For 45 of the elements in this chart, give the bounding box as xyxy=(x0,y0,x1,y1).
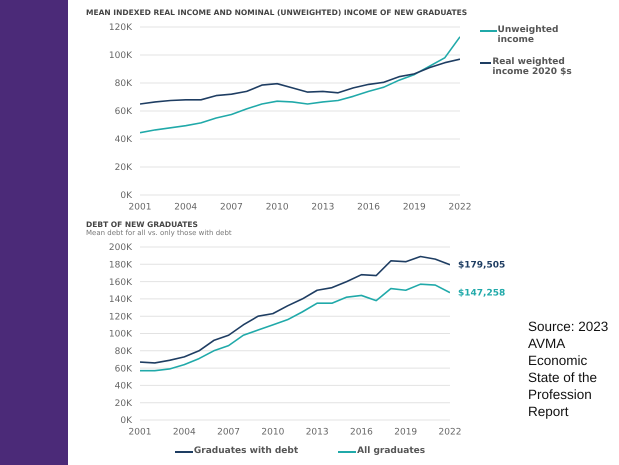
y-tick-label: 80K xyxy=(114,79,134,90)
y-tick-label: 80K xyxy=(114,346,134,357)
data-label: $147,258 xyxy=(458,288,506,299)
x-tick-label: 2013 xyxy=(311,202,334,212)
x-tick-label: 2019 xyxy=(402,202,426,212)
x-tick-label: 2004 xyxy=(174,202,198,212)
y-tick-label: 120K xyxy=(108,312,134,322)
legend-label: All graduates xyxy=(357,446,426,456)
y-tick-label: 60K xyxy=(114,364,134,374)
x-tick-label: 2001 xyxy=(128,427,152,438)
line-series xyxy=(140,283,450,372)
y-tick-label: 20K xyxy=(114,163,134,174)
y-tick-label: 60K xyxy=(114,107,134,118)
y-tick-label: 160K xyxy=(108,278,134,288)
legend-label: Real weighted income 2020 $s xyxy=(492,57,573,77)
y-tick-label: 40K xyxy=(114,382,134,392)
y-tick-label: 100K xyxy=(108,51,134,62)
y-tick-label: 120K xyxy=(108,23,134,34)
x-tick-label: 2022 xyxy=(438,427,462,438)
legend-label: Unweighted income xyxy=(498,25,560,45)
x-tick-label: 2022 xyxy=(448,202,472,212)
x-tick-label: 2007 xyxy=(217,427,240,438)
x-tick-label: 2016 xyxy=(350,427,374,438)
line-series xyxy=(140,36,460,134)
y-tick-label: 0K xyxy=(120,191,134,202)
y-tick-label: 20K xyxy=(114,398,134,409)
x-tick-label: 2004 xyxy=(172,427,196,438)
x-tick-label: 2001 xyxy=(128,202,152,212)
legend-label: Graduates with debt xyxy=(194,446,298,456)
line-series xyxy=(140,58,460,105)
y-tick-label: 0K xyxy=(120,416,134,426)
x-tick-label: 2013 xyxy=(306,427,329,438)
source-note: Source: 2023 AVMA Economic State of the Profession Report xyxy=(528,318,610,420)
x-tick-label: 2019 xyxy=(394,427,418,438)
data-label: $179,505 xyxy=(458,260,506,271)
x-tick-label: 2010 xyxy=(261,427,285,438)
x-tick-label: 2016 xyxy=(357,202,380,212)
x-tick-label: 2010 xyxy=(266,202,289,212)
line-series xyxy=(140,256,450,364)
y-tick-label: 180K xyxy=(108,260,134,270)
y-tick-label: 200K xyxy=(108,243,134,254)
y-tick-label: 100K xyxy=(108,330,134,340)
x-tick-label: 2007 xyxy=(220,202,243,212)
y-tick-label: 40K xyxy=(114,135,134,146)
y-tick-label: 140K xyxy=(108,295,134,306)
